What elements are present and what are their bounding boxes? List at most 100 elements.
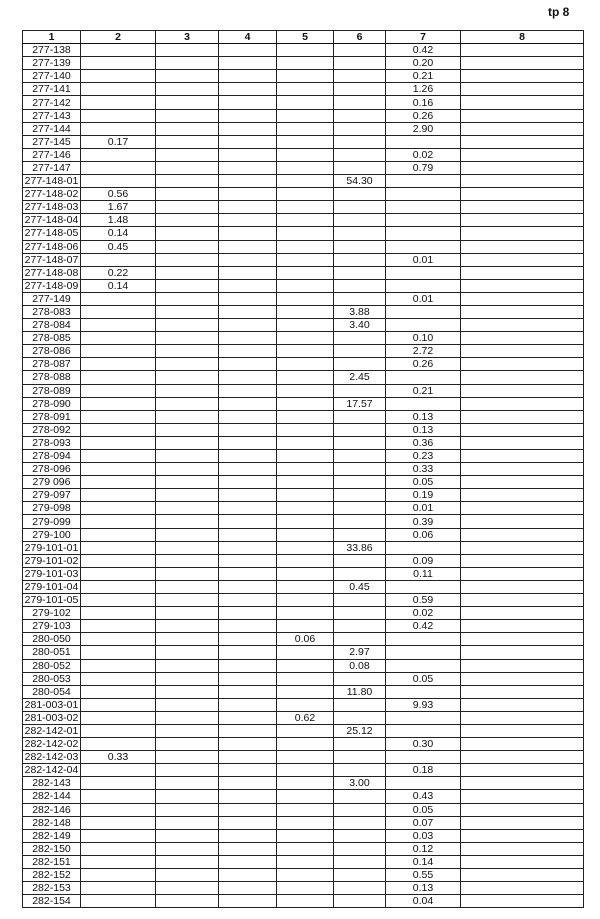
table-cell	[276, 881, 334, 896]
row-id-cell: 278-084	[22, 318, 81, 333]
table-cell	[155, 867, 219, 883]
row-id-cell: 282-142-04	[22, 763, 81, 778]
table-cell	[333, 488, 386, 503]
table-cell	[460, 174, 584, 189]
row-id-cell: 280-054	[22, 684, 81, 699]
table-cell	[276, 56, 334, 71]
table-cell	[218, 841, 277, 856]
table-cell	[333, 187, 386, 202]
table-cell	[80, 763, 156, 778]
column-header: 3	[155, 29, 219, 45]
table-cell	[385, 278, 461, 293]
table-cell	[276, 200, 334, 215]
table-cell	[218, 448, 277, 464]
table-cell	[155, 579, 219, 595]
table-cell	[155, 645, 219, 660]
table-cell	[155, 435, 219, 451]
table-cell: 17.57	[333, 396, 386, 411]
table-cell	[218, 645, 277, 660]
row-id-cell: 282-154	[22, 894, 81, 909]
table-cell	[333, 789, 386, 804]
table-cell	[155, 108, 219, 123]
table-cell	[218, 763, 277, 778]
table-row: 277-148-09 0.14	[22, 278, 584, 293]
table-cell	[460, 802, 584, 817]
table-cell	[333, 815, 386, 830]
table-cell	[276, 95, 334, 110]
table-cell	[276, 684, 334, 699]
table-row: 282-150 0.12	[22, 841, 584, 856]
table-cell	[460, 475, 584, 490]
table-cell	[155, 514, 219, 529]
table-cell	[218, 121, 277, 136]
table-row: 278-085 0.10	[22, 331, 584, 346]
table-cell	[218, 750, 277, 765]
table-cell	[276, 462, 334, 477]
table-row: 277-141 1.26	[22, 82, 584, 97]
table-row: 279-101-03 0.11	[22, 566, 584, 581]
table-row: 278-096 0.33	[22, 462, 584, 477]
table-cell	[385, 239, 461, 254]
table-cell	[460, 776, 584, 791]
table-cell	[333, 841, 386, 856]
table-cell	[460, 462, 584, 477]
table-cell	[80, 684, 156, 699]
table-cell	[333, 213, 386, 228]
table-cell	[155, 383, 219, 398]
table-cell	[333, 854, 386, 870]
table-cell	[460, 854, 584, 870]
table-cell: 2.97	[333, 645, 386, 660]
table-cell: 0.01	[385, 501, 461, 516]
table-cell	[276, 579, 334, 595]
table-cell: 0.55	[385, 867, 461, 883]
table-cell	[155, 789, 219, 804]
table-cell	[460, 278, 584, 293]
table-cell	[460, 370, 584, 385]
table-cell	[218, 867, 277, 883]
table-cell: 0.45	[80, 239, 156, 254]
table-cell	[218, 252, 277, 267]
table-cell: 54.30	[333, 174, 386, 189]
table-cell	[276, 383, 334, 398]
table-cell	[218, 802, 277, 817]
row-id-cell: 278-086	[22, 344, 81, 359]
table-cell: 2.90	[385, 121, 461, 136]
table-cell	[155, 802, 219, 817]
table-cell	[155, 200, 219, 215]
table-row: 279-101-01 33.86	[22, 540, 584, 555]
table-cell	[460, 894, 584, 909]
table-cell	[218, 462, 277, 477]
table-cell	[155, 776, 219, 791]
table-cell	[155, 697, 219, 712]
row-id-cell: 277-148-08	[22, 265, 81, 280]
table-row: 281-003-02 0.62	[22, 710, 584, 725]
row-id-cell: 280-053	[22, 671, 81, 686]
table-cell	[276, 134, 334, 149]
table-cell	[276, 448, 334, 464]
table-cell	[460, 187, 584, 202]
table-cell	[333, 56, 386, 71]
row-id-cell: 278-092	[22, 422, 81, 437]
table-cell	[155, 409, 219, 424]
row-id-cell: 277-147	[22, 160, 81, 176]
table-row: 279-102 0.02	[22, 606, 584, 621]
table-row: 280-054 11.80	[22, 684, 584, 699]
table-row: 277-138 0.42	[22, 43, 584, 58]
table-cell	[80, 723, 156, 739]
table-row: 277-145 0.17	[22, 134, 584, 149]
table-cell	[218, 265, 277, 280]
column-header: 7	[385, 29, 461, 45]
table-row: 277-148-01 54.30	[22, 174, 584, 189]
table-cell	[80, 331, 156, 346]
table-cell	[218, 579, 277, 595]
row-id-cell: 279-101-02	[22, 553, 81, 568]
table-cell	[80, 854, 156, 870]
table-cell	[276, 606, 334, 621]
table-cell: 0.02	[385, 147, 461, 162]
table-cell: 0.21	[385, 69, 461, 84]
table-cell	[460, 514, 584, 529]
table-cell	[460, 318, 584, 333]
table-cell	[276, 108, 334, 123]
table-cell	[460, 750, 584, 765]
table-cell	[460, 867, 584, 883]
